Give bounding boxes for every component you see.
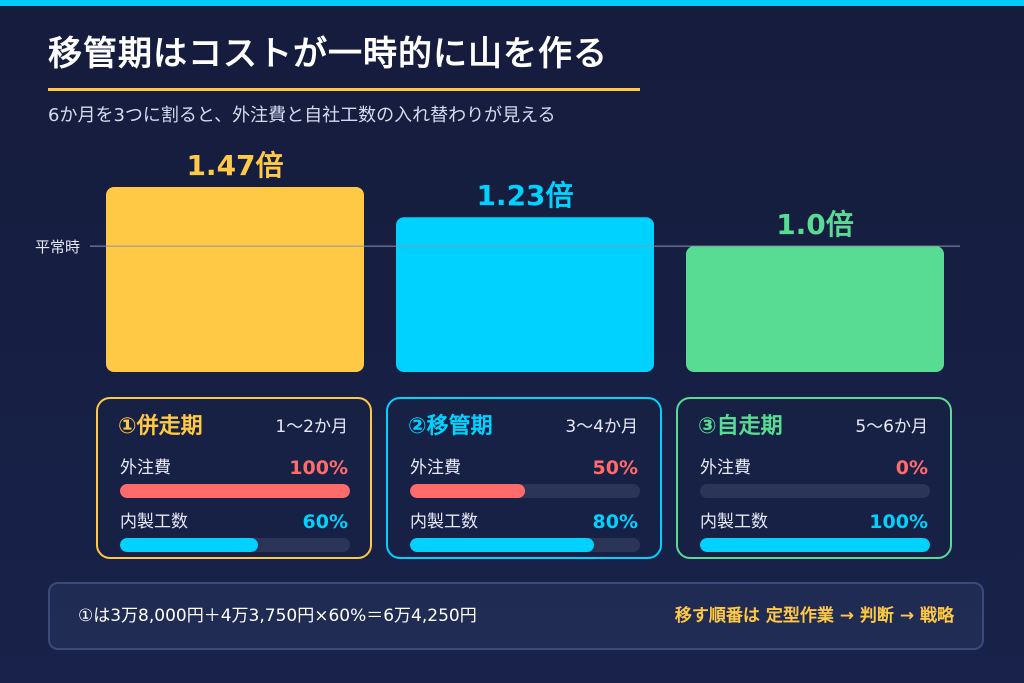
outsourcing-progress-track	[120, 484, 350, 498]
outsourcing-progress-track	[700, 484, 930, 498]
page-title: 移管期はコストが一時的に山を作る	[48, 34, 608, 74]
inhouse-percent: 100%	[869, 511, 928, 533]
cost-formula: ①は3万8,000円＋4万3,750円×60%＝6万4,250円	[78, 606, 477, 626]
bar-3	[686, 246, 944, 372]
transfer-order-note: 移す順番は 定型作業 → 判断 → 戦略	[674, 606, 954, 626]
phase-name: ②移管期	[408, 414, 493, 439]
phase-period: 1〜2か月	[275, 417, 348, 437]
phase-period: 5〜6か月	[855, 417, 928, 437]
inhouse-progress-track	[410, 538, 640, 552]
inhouse-progress-track	[120, 538, 350, 552]
bar-value-label-3: 1.0倍	[776, 208, 854, 241]
phase-period: 3〜4か月	[565, 417, 638, 437]
outsourcing-label: 外注費	[700, 458, 751, 478]
outsourcing-label: 外注費	[410, 458, 461, 478]
outsourcing-progress-fill	[120, 484, 350, 498]
phase-name: ③自走期	[698, 414, 783, 439]
inhouse-label: 内製工数	[700, 512, 768, 532]
inhouse-progress-fill	[410, 538, 594, 552]
inhouse-label: 内製工数	[120, 512, 188, 532]
outsourcing-percent: 0%	[895, 457, 928, 479]
outsourcing-percent: 50%	[592, 457, 638, 479]
outsourcing-progress-fill	[410, 484, 525, 498]
phase-card-parallel: ①併走期 1〜2か月 外注費 100% 内製工数 60%	[96, 397, 372, 559]
bar-value-label-1: 1.47倍	[186, 149, 283, 182]
phase-card-independent: ③自走期 5〜6か月 外注費 0% 内製工数 100%	[676, 397, 952, 559]
inhouse-progress-fill	[120, 538, 258, 552]
outsourcing-progress-track	[410, 484, 640, 498]
outsourcing-percent: 100%	[289, 457, 348, 479]
summary-box: ①は3万8,000円＋4万3,750円×60%＝6万4,250円 移す順番は 定…	[48, 582, 984, 650]
baseline-reference-label: 平常時	[35, 238, 80, 256]
bar-1	[106, 187, 364, 372]
outsourcing-label: 外注費	[120, 458, 171, 478]
inhouse-percent: 60%	[302, 511, 348, 533]
inhouse-progress-fill	[700, 538, 930, 552]
page-subtitle: 6か月を3つに割ると、外注費と自社工数の入れ替わりが見える	[48, 105, 556, 126]
inhouse-label: 内製工数	[410, 512, 478, 532]
inhouse-progress-track	[700, 538, 930, 552]
bar-value-label-2: 1.23倍	[476, 179, 573, 212]
phase-name: ①併走期	[118, 414, 203, 439]
title-underline	[48, 88, 640, 91]
top-accent-stripe	[0, 0, 1024, 6]
inhouse-percent: 80%	[592, 511, 638, 533]
bar-2	[396, 217, 654, 372]
phase-card-transfer: ②移管期 3〜4か月 外注費 50% 内製工数 80%	[386, 397, 662, 559]
